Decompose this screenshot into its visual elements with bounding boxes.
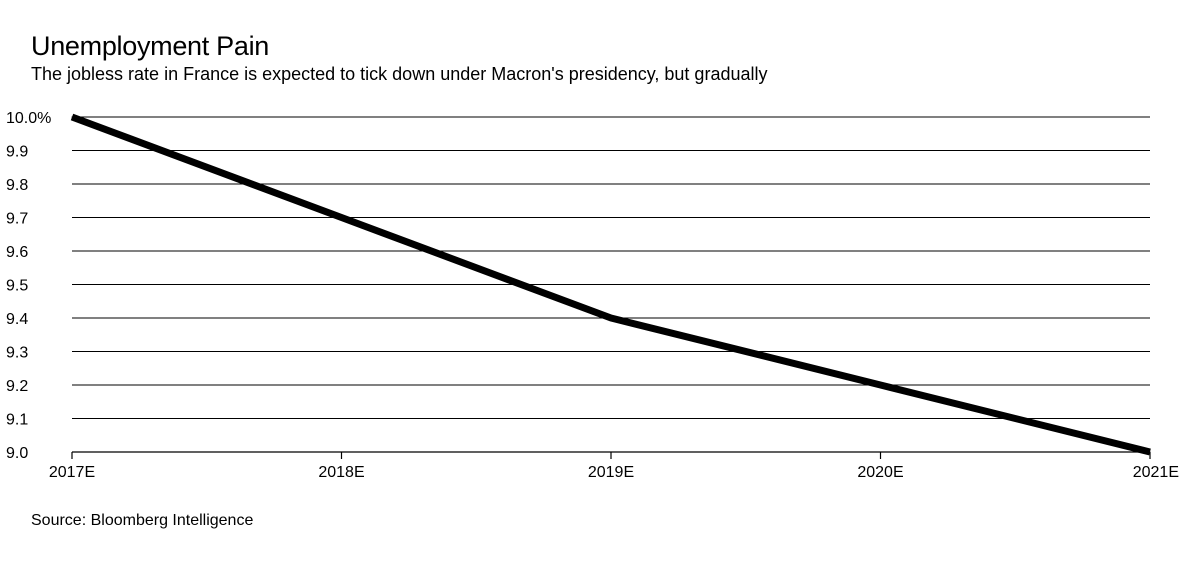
x-tick-label: 2020E [857,464,903,481]
data-point [880,384,881,386]
y-tick-label: 9.1 [6,412,28,429]
x-axis-tick-labels: 2017E 2018E 2019E 2020E 2021E [49,464,1179,481]
x-tick-label: 2018E [318,464,364,481]
y-tick-label: 9.5 [6,278,28,295]
data-point [341,217,342,218]
x-tick-label: 2019E [588,464,634,481]
data-point [1149,451,1151,453]
y-tick-label: 9.8 [6,177,28,194]
y-tick-label: 9.2 [6,378,28,395]
x-tick-label: 2021E [1133,464,1179,481]
source-note: Source: Bloomberg Intelligence [31,512,254,529]
data-point [610,317,612,319]
y-tick-label: 10.0% [6,110,51,127]
y-tick-label: 9.9 [6,144,28,161]
y-tick-label: 9.0 [6,445,28,462]
x-axis [71,451,1151,459]
y-tick-label: 9.3 [6,345,28,362]
y-axis-tick-labels: 9.0 9.1 9.2 9.3 9.4 9.5 9.6 9.7 9.8 9.9 10.0% [6,110,51,462]
x-tick-label: 2017E [49,464,95,481]
chart-subtitle: The jobless rate in France is expected t… [31,64,768,84]
y-tick-label: 9.7 [6,211,28,228]
y-tick-label: 9.4 [6,311,28,328]
data-point [71,116,73,118]
gridlines [72,116,1150,419]
chart-title: Unemployment Pain [31,31,270,61]
y-tick-label: 9.6 [6,244,28,261]
series [70,113,1151,456]
